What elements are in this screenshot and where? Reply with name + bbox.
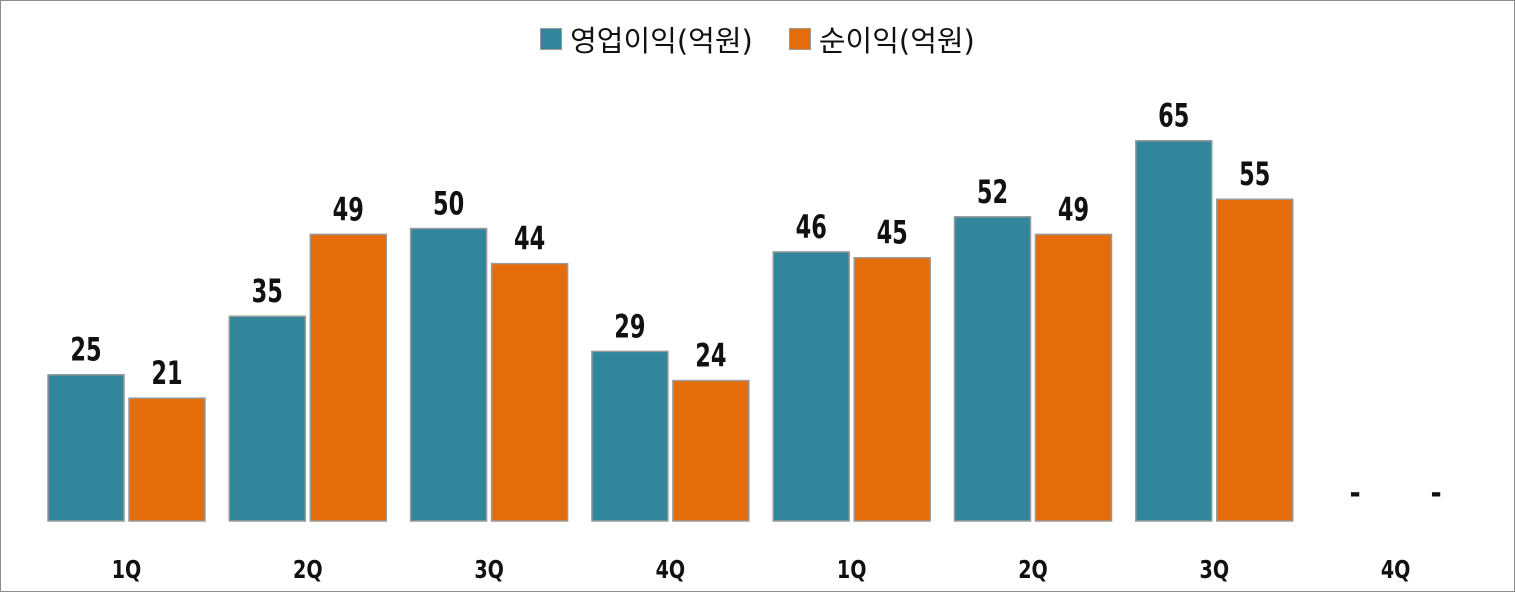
legend-label-net-profit: 순이익(억원) bbox=[818, 24, 975, 58]
bar-operating-profit bbox=[47, 374, 125, 522]
value-label: 29 bbox=[614, 307, 645, 345]
legend-swatch-net-profit bbox=[788, 28, 811, 50]
category-label: 1Q bbox=[837, 555, 867, 584]
bar-net-profit bbox=[309, 233, 388, 522]
value-label: 49 bbox=[1058, 190, 1089, 228]
bar-net-profit bbox=[1034, 233, 1113, 522]
value-label: 50 bbox=[433, 184, 464, 222]
value-label: 44 bbox=[514, 219, 545, 257]
value-label-missing: - bbox=[1349, 476, 1360, 511]
value-label: 35 bbox=[252, 272, 283, 310]
category-label: 4Q bbox=[1381, 555, 1411, 584]
value-label: 25 bbox=[70, 331, 101, 369]
bar-net-profit bbox=[853, 257, 931, 522]
bar-operating-profit bbox=[772, 251, 850, 522]
legend-item-operating-profit: 영업이익(억원) bbox=[540, 18, 753, 60]
category-label: 3Q bbox=[474, 555, 504, 584]
value-label: 49 bbox=[333, 190, 364, 228]
legend-swatch-operating-profit bbox=[540, 28, 563, 50]
category-label: 2Q bbox=[1018, 555, 1048, 584]
bar-net-profit bbox=[672, 379, 750, 522]
bar-operating-profit bbox=[409, 227, 488, 522]
bar-net-profit bbox=[128, 397, 206, 522]
category-label: 1Q bbox=[112, 555, 142, 584]
value-label: 55 bbox=[1239, 155, 1270, 193]
value-label: 45 bbox=[877, 214, 908, 252]
legend-label-operating-profit: 영업이익(억원) bbox=[570, 24, 753, 58]
value-label: 46 bbox=[796, 208, 827, 246]
bar-operating-profit bbox=[1135, 140, 1213, 522]
category-label: 2Q bbox=[293, 555, 323, 584]
category-label: 3Q bbox=[1200, 555, 1230, 584]
value-label-missing: - bbox=[1430, 476, 1441, 511]
category-label: 4Q bbox=[656, 555, 686, 584]
value-label: 52 bbox=[977, 173, 1008, 211]
bar-operating-profit bbox=[591, 350, 669, 522]
value-label: 21 bbox=[151, 354, 182, 392]
bar-operating-profit bbox=[953, 216, 1032, 522]
value-label: 24 bbox=[695, 336, 726, 374]
legend-item-net-profit: 순이익(억원) bbox=[788, 18, 975, 60]
legend: 영업이익(억원) 순이익(억원) bbox=[0, 18, 1515, 60]
bar-operating-profit bbox=[228, 315, 307, 522]
bar-net-profit bbox=[490, 262, 569, 522]
value-label: 65 bbox=[1158, 97, 1189, 135]
bar-net-profit bbox=[1216, 198, 1294, 522]
